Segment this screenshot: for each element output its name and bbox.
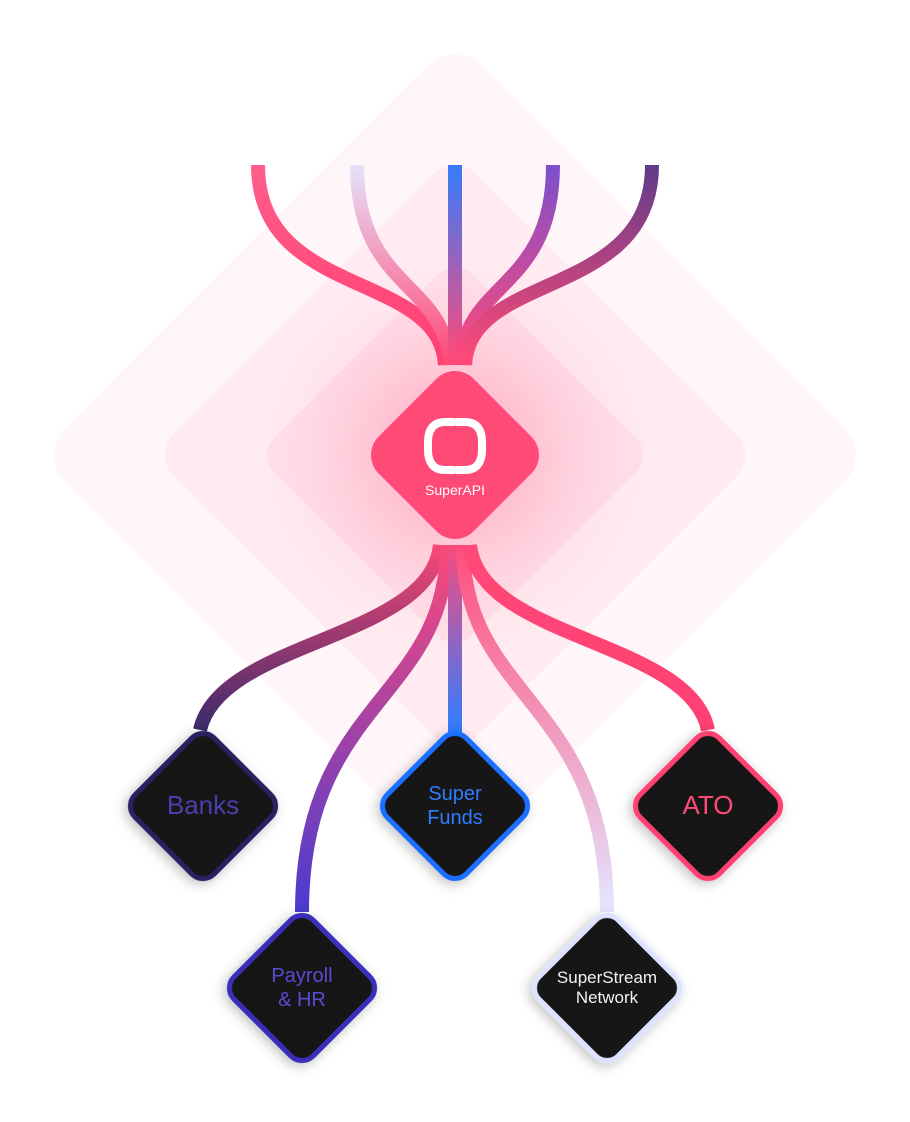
nodes-layer [127,730,784,1064]
incoming-connector-5 [458,164,659,366]
node-payroll-hr [226,912,378,1064]
node-ato-shape [632,730,784,882]
node-super-funds-shape [379,730,531,882]
node-banks [127,730,279,882]
connector-banks [193,543,447,733]
connector-ato [463,543,715,732]
superapi-logo-icon [424,418,486,474]
node-superstream-network-shape [531,912,683,1064]
outgoing-connectors [193,543,715,913]
node-super-funds [379,730,531,882]
hub-node [371,371,539,539]
node-ato [632,730,784,882]
node-banks-shape [127,730,279,882]
node-superstream-network [531,912,683,1064]
connector-payroll-hr [295,544,454,913]
incoming-connectors [251,164,659,366]
incoming-connector-2 [350,164,457,366]
node-payroll-hr-shape [226,912,378,1064]
incoming-connector-1 [251,164,452,366]
connector-superstream-network [456,544,614,913]
